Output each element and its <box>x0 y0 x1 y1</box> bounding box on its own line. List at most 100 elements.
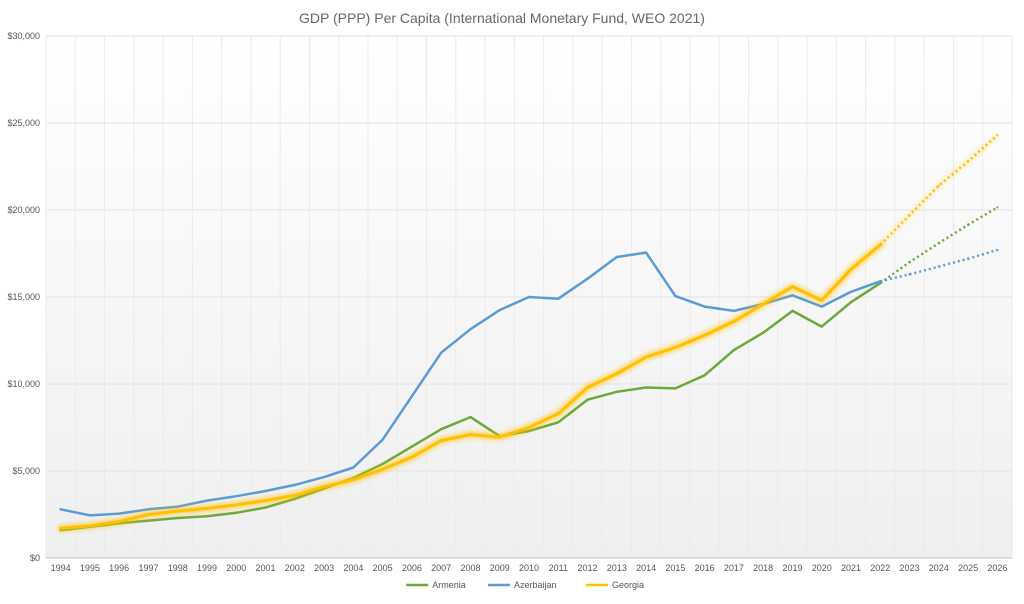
data-point-armenia <box>205 515 209 518</box>
x-tick-label: 2007 <box>431 563 451 573</box>
data-point-georgia <box>439 439 443 442</box>
data-point-georgia <box>147 513 150 516</box>
data-point-azerbaijan <box>498 308 501 312</box>
x-tick-label: 2010 <box>519 563 539 573</box>
data-point-azerbaijan <box>586 277 589 280</box>
x-tick-label: 2012 <box>578 563 598 573</box>
chart-title: GDP (PPP) Per Capita (International Mone… <box>299 10 705 26</box>
data-point-georgia <box>761 302 765 306</box>
data-point-georgia <box>644 355 648 359</box>
data-point-armenia <box>644 386 648 389</box>
data-point-azerbaijan <box>176 505 179 508</box>
x-tick-label: 2006 <box>402 563 422 573</box>
data-point-georgia <box>381 468 384 471</box>
legend: Armenia Azerbaijan Georgia <box>406 580 644 590</box>
legend-label-armenia: Armenia <box>432 580 466 590</box>
x-tick-label: 2004 <box>343 563 363 573</box>
x-tick-label: 2000 <box>226 563 246 573</box>
data-point-azerbaijan <box>469 327 472 331</box>
x-tick-label: 2015 <box>665 563 685 573</box>
x-tick-label: 1994 <box>51 563 71 573</box>
data-point-armenia <box>557 421 560 424</box>
data-point-azerbaijan <box>674 294 677 298</box>
data-point-azerbaijan <box>293 483 297 487</box>
data-point-georgia <box>966 160 970 163</box>
x-tick-label: 2011 <box>549 563 568 573</box>
data-point-azerbaijan <box>791 294 794 297</box>
data-point-azerbaijan <box>937 265 941 268</box>
data-point-azerbaijan <box>644 251 648 254</box>
data-point-armenia <box>674 387 677 390</box>
data-point-georgia <box>996 133 999 137</box>
data-point-georgia <box>88 524 92 528</box>
data-point-azerbaijan <box>557 297 560 300</box>
data-point-azerbaijan <box>322 475 326 479</box>
y-tick-label: $10,000 <box>7 379 40 389</box>
data-point-azerbaijan <box>147 508 150 511</box>
data-point-georgia <box>527 426 531 429</box>
data-point-georgia <box>674 346 677 349</box>
data-point-azerbaijan <box>966 257 970 260</box>
x-tick-label: 2001 <box>256 563 276 573</box>
x-tick-label: 2021 <box>841 563 861 573</box>
data-point-azerbaijan <box>117 512 121 515</box>
data-point-georgia <box>557 412 560 415</box>
data-point-azerbaijan <box>264 489 267 493</box>
data-point-armenia <box>820 325 823 328</box>
x-tick-label: 2026 <box>987 563 1007 573</box>
x-tick-label: 2013 <box>607 563 627 573</box>
data-point-georgia <box>908 214 911 217</box>
x-tick-label: 2002 <box>285 563 305 573</box>
x-tick-label: 2003 <box>314 563 334 573</box>
data-point-georgia <box>235 503 238 507</box>
x-tick-label: 2008 <box>460 563 480 573</box>
data-point-georgia <box>205 507 209 510</box>
data-point-georgia <box>732 320 736 323</box>
data-point-azerbaijan <box>527 295 531 299</box>
data-point-armenia <box>586 398 589 401</box>
y-tick-label: $30,000 <box>7 31 40 41</box>
y-tick-label: $0 <box>30 553 40 563</box>
data-point-georgia <box>849 267 853 271</box>
data-point-georgia <box>293 494 297 497</box>
data-point-georgia <box>820 299 823 302</box>
data-point-armenia <box>439 428 443 431</box>
data-point-azerbaijan <box>88 514 92 517</box>
x-tick-label: 2005 <box>373 563 393 573</box>
data-point-armenia <box>849 301 853 304</box>
data-point-armenia <box>176 516 179 520</box>
data-point-azerbaijan <box>439 351 443 354</box>
plot-area: $0 $5,000 $10,000 $15,000 $20,000 $25,000 $30,… <box>7 31 1013 573</box>
data-point-georgia <box>703 334 706 337</box>
data-point-georgia <box>586 386 589 389</box>
data-point-azerbaijan <box>732 309 736 313</box>
data-point-georgia <box>410 455 414 459</box>
data-point-georgia <box>264 499 267 502</box>
data-point-armenia <box>996 206 999 209</box>
data-point-armenia <box>937 241 941 245</box>
x-tick-label: 1996 <box>109 563 129 573</box>
x-tick-label: 2017 <box>724 563 744 573</box>
x-tick-label: 2009 <box>490 563 510 573</box>
data-point-azerbaijan <box>908 273 911 276</box>
x-tick-label: 2022 <box>870 563 890 573</box>
y-tick-label: $15,000 <box>7 292 40 302</box>
y-tick-label: $20,000 <box>7 205 40 215</box>
data-point-azerbaijan <box>996 248 999 252</box>
x-tick-label: 1997 <box>138 563 158 573</box>
y-tick-label: $5,000 <box>12 466 40 476</box>
data-point-azerbaijan <box>410 394 414 398</box>
legend-label-georgia: Georgia <box>612 580 644 590</box>
data-point-armenia <box>264 506 267 509</box>
data-point-georgia <box>469 433 472 436</box>
data-point-georgia <box>176 509 179 513</box>
data-point-armenia <box>791 309 794 313</box>
data-point-georgia <box>117 520 121 523</box>
data-point-azerbaijan <box>879 280 882 283</box>
x-tick-label: 2023 <box>900 563 920 573</box>
data-point-georgia <box>498 435 501 439</box>
data-point-armenia <box>732 348 736 352</box>
data-point-georgia <box>322 485 326 488</box>
data-point-armenia <box>147 519 150 522</box>
